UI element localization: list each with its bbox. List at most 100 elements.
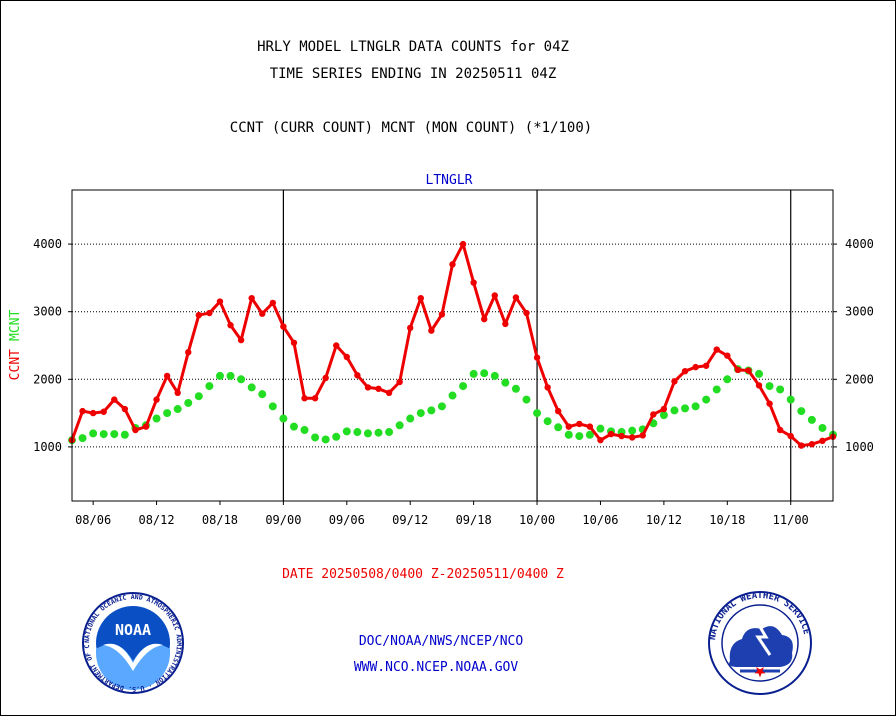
point-mcnt xyxy=(289,422,298,431)
point-ccnt xyxy=(607,430,615,438)
point-ccnt xyxy=(481,315,488,323)
point-ccnt xyxy=(248,294,255,302)
x-tick-label: 10/00 xyxy=(519,513,555,527)
y-tick-label-left: 1000 xyxy=(33,440,62,454)
point-mcnt xyxy=(501,378,510,387)
point-ccnt xyxy=(533,354,541,361)
point-ccnt xyxy=(195,311,203,319)
point-ccnt xyxy=(692,363,699,371)
series-line-ccnt xyxy=(70,242,834,448)
y-tick-label-left: 3000 xyxy=(33,305,62,319)
point-mcnt xyxy=(786,395,795,404)
x-tick-label: 11/00 xyxy=(773,513,809,527)
point-ccnt xyxy=(565,423,572,430)
point-ccnt xyxy=(724,352,731,359)
point-mcnt xyxy=(120,430,129,439)
point-ccnt xyxy=(428,327,435,334)
point-mcnt xyxy=(194,392,203,401)
point-mcnt xyxy=(363,429,372,438)
point-mcnt xyxy=(406,414,415,423)
chart-subtitle: TIME SERIES ENDING IN 20250511 04Z xyxy=(270,66,557,82)
point-ccnt xyxy=(819,437,826,445)
noaa-logo: NOAA NATIONAL OCEANIC AND ATMOSPHERIC AD… xyxy=(82,592,184,694)
point-mcnt xyxy=(247,383,256,392)
point-mcnt xyxy=(670,406,679,415)
point-ccnt xyxy=(216,298,224,305)
point-ccnt xyxy=(396,378,403,386)
point-mcnt xyxy=(78,434,87,443)
plot-frame xyxy=(71,189,834,502)
point-mcnt xyxy=(99,430,108,439)
x-tick-label: 08/12 xyxy=(138,513,174,527)
point-mcnt xyxy=(691,402,700,411)
point-ccnt xyxy=(163,372,171,380)
point-ccnt xyxy=(702,362,710,369)
point-mcnt xyxy=(416,409,425,418)
point-mcnt xyxy=(353,428,362,437)
point-mcnt xyxy=(237,375,246,384)
point-mcnt xyxy=(776,385,785,394)
tick-label-layer: 1000 1000 2000 2000 3000 3000 4000 4000 08/06 08/… xyxy=(33,237,874,527)
point-ccnt xyxy=(206,309,213,317)
point-ccnt xyxy=(227,322,234,329)
legend-line: CCNT (CURR COUNT) MCNT (MON COUNT) (*1/1… xyxy=(230,120,592,136)
point-ccnt xyxy=(185,349,192,356)
point-mcnt xyxy=(342,427,351,436)
point-mcnt xyxy=(807,415,816,424)
point-mcnt xyxy=(321,435,330,444)
point-ccnt xyxy=(449,261,456,268)
point-mcnt xyxy=(173,405,182,414)
x-tick-label: 09/00 xyxy=(265,513,301,527)
nws-logo: NATIONAL WEATHER SERVICE xyxy=(708,591,812,695)
x-tick-label: 10/18 xyxy=(709,513,745,527)
series-ccnt xyxy=(68,240,837,449)
point-ccnt xyxy=(100,408,107,415)
x-tick-label: 09/18 xyxy=(456,513,492,527)
point-mcnt xyxy=(490,371,499,380)
point-ccnt xyxy=(798,442,805,449)
plot-label: LTNGLR xyxy=(426,173,473,188)
point-ccnt xyxy=(576,420,583,428)
point-ccnt xyxy=(628,434,636,441)
point-mcnt xyxy=(543,417,552,426)
y-label-mcnt: MCNT xyxy=(8,310,23,341)
point-ccnt xyxy=(639,432,646,439)
point-ccnt xyxy=(787,432,794,440)
chart-title: HRLY MODEL LTNGLR DATA COUNTS for 04Z xyxy=(257,39,569,55)
x-tick-label: 10/12 xyxy=(646,513,682,527)
point-mcnt xyxy=(110,430,119,439)
point-mcnt xyxy=(437,402,446,411)
point-mcnt xyxy=(818,423,827,432)
y-tick-label-right: 1000 xyxy=(845,440,874,454)
point-mcnt xyxy=(575,432,584,441)
point-ccnt xyxy=(681,367,689,375)
point-ccnt xyxy=(153,396,160,403)
point-mcnt xyxy=(681,404,690,413)
y-tick-label-right: 4000 xyxy=(845,237,874,251)
y-tick-label-right: 2000 xyxy=(845,372,874,386)
point-ccnt xyxy=(311,395,319,402)
point-mcnt xyxy=(279,414,288,423)
x-tick-label: 08/06 xyxy=(75,513,111,527)
point-ccnt xyxy=(459,240,467,248)
point-ccnt xyxy=(354,372,361,379)
point-mcnt xyxy=(659,411,668,420)
point-ccnt xyxy=(544,384,551,391)
point-mcnt xyxy=(385,428,394,437)
point-ccnt xyxy=(618,432,625,440)
point-ccnt xyxy=(438,311,446,318)
point-mcnt xyxy=(702,395,711,404)
date-range-label: DATE 20250508/0400 Z-20250511/0400 Z xyxy=(282,567,564,582)
point-ccnt xyxy=(111,396,118,403)
point-mcnt xyxy=(628,426,637,435)
point-mcnt xyxy=(511,384,520,393)
point-ccnt xyxy=(713,346,720,353)
org-line: DOC/NOAA/NWS/NCEP/NCO xyxy=(359,634,524,649)
point-mcnt xyxy=(427,406,436,415)
point-ccnt xyxy=(766,400,773,407)
point-ccnt xyxy=(597,436,604,444)
point-ccnt xyxy=(269,299,277,307)
point-ccnt xyxy=(364,384,372,391)
